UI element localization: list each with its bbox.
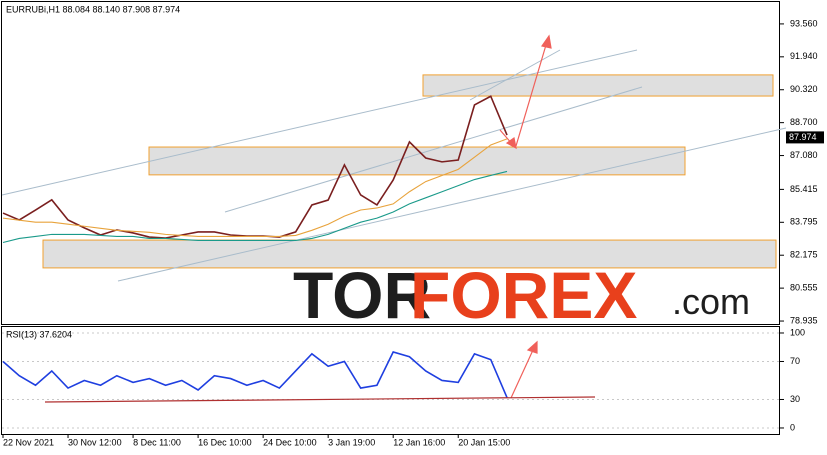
y-tick-label: 100 <box>790 327 805 337</box>
plot <box>2 95 780 429</box>
watermark-tor: TOR <box>293 258 431 332</box>
watermark: TOR FOREX .com <box>293 258 750 332</box>
price-zone <box>422 74 774 97</box>
trend-line <box>117 127 787 282</box>
y-tick-label: 93.560 <box>790 18 818 28</box>
y-tick-label: 90.320 <box>790 84 818 94</box>
forecast-arrows <box>44 34 596 403</box>
zones <box>42 74 777 269</box>
series-line <box>2 170 508 244</box>
arrow <box>510 349 534 399</box>
rsi-panel-frame <box>1 326 780 435</box>
y-tick-label: 82.175 <box>790 250 818 260</box>
series-line <box>2 138 508 237</box>
y-tick-label: 0 <box>790 422 795 432</box>
y-tick-label: 70 <box>790 356 800 366</box>
arrow <box>515 44 547 147</box>
watermark-forex: FOREX <box>410 258 637 332</box>
x-tick-label: 3 Jan 19:00 <box>328 437 375 447</box>
y-tick-label: 88.700 <box>790 117 818 127</box>
x-tick-label: 16 Dec 10:00 <box>198 437 252 447</box>
rsi-title: RSI(13) 37.6204 <box>6 329 72 339</box>
arrow-head <box>526 340 538 354</box>
trend-line <box>1 49 638 196</box>
price-zone <box>148 146 686 176</box>
price-panel-frame <box>1 1 780 325</box>
last-price-box <box>786 131 824 144</box>
trend-line <box>469 49 561 101</box>
price-zone <box>42 239 777 269</box>
price-title: EURRUBi,H1 88.084 88.140 87.908 87.974 <box>6 4 180 14</box>
arrow-head <box>505 136 517 150</box>
x-tick-label: 20 Jan 15:00 <box>458 437 510 447</box>
x-tick-label: 8 Dec 11:00 <box>133 437 181 447</box>
trend-lines <box>1 49 787 282</box>
x-tick-label: 24 Dec 10:00 <box>263 437 317 447</box>
x-tick-label: 22 Nov 2021 <box>3 437 54 447</box>
y-tick-label: 85.415 <box>790 184 818 194</box>
y-tick-label: 78.935 <box>790 315 818 325</box>
trend-line <box>224 86 643 213</box>
y-tick-label: 30 <box>790 394 800 404</box>
last-price-label: 87.974 <box>789 132 817 142</box>
series-line <box>2 351 508 398</box>
y-tick-label: 91.940 <box>790 51 818 61</box>
y-tick-label: 87.080 <box>790 150 818 160</box>
y-tick-label: 80.555 <box>790 283 818 293</box>
rsi-support-line <box>44 396 596 403</box>
arrow-head <box>540 34 552 49</box>
x-tick-label: 12 Jan 16:00 <box>393 437 445 447</box>
watermark-com: .com <box>672 281 750 322</box>
x-tick-label: 30 Nov 12:00 <box>68 437 122 447</box>
y-tick-label: 83.795 <box>790 217 818 227</box>
